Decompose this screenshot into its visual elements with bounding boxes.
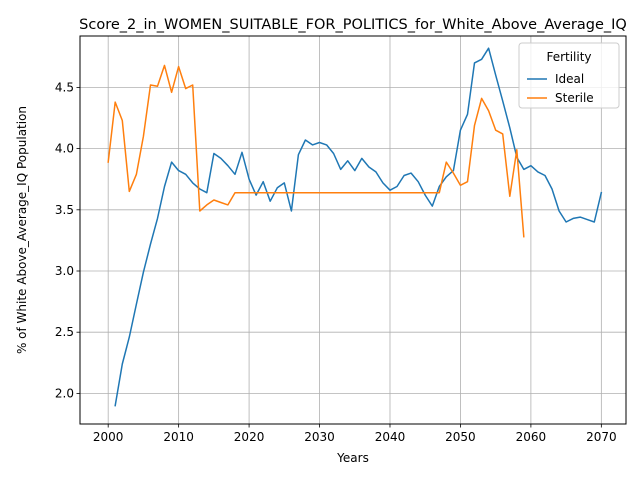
x-tick-label: 2070	[586, 430, 617, 444]
y-axis-label: % of White Above_Average_IQ Population	[15, 106, 29, 354]
legend-label-ideal: Ideal	[555, 72, 584, 86]
series-line-ideal	[114, 47, 603, 407]
x-tick-label: 2000	[93, 430, 124, 444]
axis-ticks: 2000 2010 2020 2030 2040 2050 2060 2070 2.0 2.5 3.…	[55, 80, 617, 444]
x-tick-label: 2050	[445, 430, 476, 444]
y-tick-label: 4.0	[55, 142, 74, 156]
x-tick-label: 2010	[163, 430, 194, 444]
x-tick-label: 2030	[304, 430, 335, 444]
y-tick-label: 4.5	[55, 80, 74, 94]
x-tick-label: 2060	[516, 430, 547, 444]
legend-box	[518, 42, 620, 109]
y-tick-label: 2.0	[55, 386, 74, 400]
series-line-sterile	[107, 64, 525, 238]
series-lines	[107, 47, 603, 407]
legend: Fertility Ideal Sterile	[518, 42, 620, 109]
chart-title: Score_2_in_WOMEN_SUITABLE_FOR_POLITICS_f…	[79, 17, 627, 33]
plot-area-frame	[79, 35, 627, 425]
x-axis-label: Years	[336, 451, 369, 465]
y-tick-label: 3.0	[55, 264, 74, 278]
legend-label-sterile: Sterile	[555, 91, 594, 105]
y-tick-label: 2.5	[55, 325, 74, 339]
legend-title: Fertility	[546, 50, 591, 64]
x-tick-label: 2040	[375, 430, 406, 444]
x-tick-label: 2020	[234, 430, 265, 444]
y-tick-label: 3.5	[55, 203, 74, 217]
